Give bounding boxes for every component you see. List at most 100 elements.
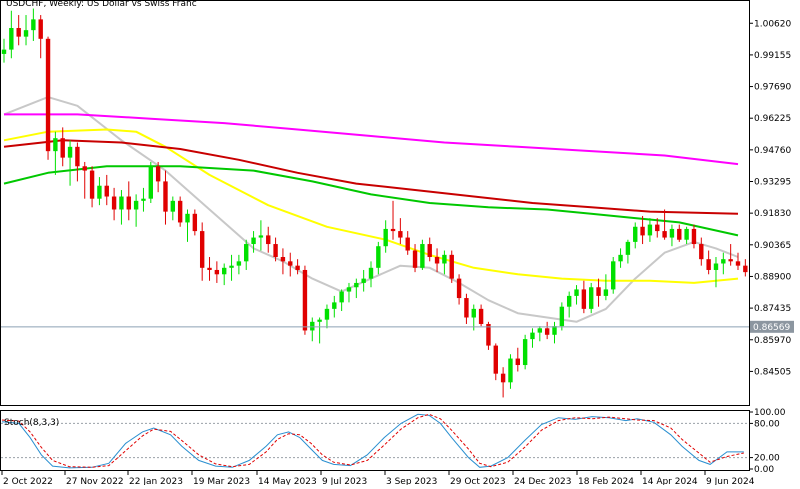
time-tick-label: 9 Jun 2024 xyxy=(706,477,755,485)
candle-body xyxy=(324,308,330,320)
candle xyxy=(199,222,205,281)
time-tick-label: 14 May 2023 xyxy=(258,477,317,485)
candle-body xyxy=(735,261,741,266)
candle xyxy=(721,252,726,275)
stochastic-tick-label: 20.00 xyxy=(754,454,780,464)
current-price-line: 0.86569 xyxy=(1,320,794,333)
candle-body xyxy=(75,146,80,167)
candle xyxy=(170,196,176,221)
stochastic-lines xyxy=(1,413,749,469)
candle-body xyxy=(339,291,344,303)
candle xyxy=(60,127,65,167)
candle xyxy=(464,293,469,324)
candle xyxy=(31,8,36,41)
candle xyxy=(471,304,476,331)
candle-body xyxy=(155,166,161,182)
candle-body xyxy=(427,244,432,258)
candle-body xyxy=(420,244,425,268)
price-tick-label: 0.88900 xyxy=(754,272,791,282)
candle-body xyxy=(691,228,697,245)
candle xyxy=(244,239,249,270)
chart-title: USDCHF, Weekly: US Dollar vs Swiss Franc xyxy=(6,0,197,9)
candle xyxy=(398,218,403,245)
candle xyxy=(148,161,153,203)
candle-body xyxy=(493,345,498,374)
candle-body xyxy=(603,289,609,296)
candle-body xyxy=(104,185,109,197)
candle xyxy=(23,15,29,46)
candle xyxy=(163,170,168,225)
time-tick-label: 19 Mar 2023 xyxy=(193,477,250,485)
candle-body xyxy=(1,49,7,54)
candle-body xyxy=(596,287,601,296)
candle xyxy=(126,181,131,221)
candle xyxy=(89,166,95,208)
candle xyxy=(346,282,352,303)
price-axis: 1.00620 0.99155 0.97690 0.96225 0.94760 0.932… xyxy=(749,19,791,377)
candle-body xyxy=(486,323,491,346)
time-tick-label: 24 Dec 2023 xyxy=(514,477,572,485)
stochastic-signal-line xyxy=(1,413,744,468)
candle-body xyxy=(148,166,153,199)
candle xyxy=(677,224,682,242)
candle xyxy=(295,259,300,275)
candle xyxy=(706,250,711,275)
price-tick-label: 1.00620 xyxy=(754,19,791,29)
candle-body xyxy=(53,138,58,152)
stochastic-main-line xyxy=(1,413,744,469)
candle-body xyxy=(412,250,418,268)
candle-body xyxy=(699,244,704,260)
candle xyxy=(324,304,330,329)
candle xyxy=(530,328,535,348)
price-tick-label: 0.93295 xyxy=(754,178,791,188)
candle-body xyxy=(552,326,557,335)
candle-body xyxy=(38,19,43,39)
candle-body xyxy=(236,261,242,266)
candle xyxy=(236,254,242,275)
candle-body xyxy=(500,373,506,383)
candle xyxy=(332,295,337,318)
candle-body xyxy=(163,181,168,212)
price-pane-border xyxy=(0,0,750,406)
candle-body xyxy=(346,287,352,292)
candle xyxy=(361,269,366,292)
candle xyxy=(288,252,293,277)
candle-body xyxy=(383,228,388,247)
candle-body xyxy=(456,278,462,299)
candle-body xyxy=(288,261,293,266)
candle-body xyxy=(222,267,227,275)
candle-body xyxy=(684,228,689,240)
candle-body xyxy=(244,244,249,262)
candle-body xyxy=(508,358,513,383)
price-tick-label: 0.84505 xyxy=(754,367,791,377)
candle-body xyxy=(266,235,271,245)
candle xyxy=(566,291,572,318)
candle-body xyxy=(655,224,660,232)
candle xyxy=(251,231,256,253)
candle xyxy=(207,257,212,281)
candle xyxy=(618,248,623,268)
price-tick-label: 0.90365 xyxy=(754,241,791,251)
candle xyxy=(266,226,271,253)
candle xyxy=(390,200,396,240)
candle-body xyxy=(398,231,403,238)
candle xyxy=(368,261,374,288)
candle-body xyxy=(82,166,87,171)
price-tick-label: 0.96225 xyxy=(754,114,791,124)
candle-body xyxy=(280,257,286,262)
time-tick-label: 14 Apr 2024 xyxy=(642,477,698,485)
price-tick-label: 0.94760 xyxy=(754,146,791,156)
candle xyxy=(611,257,616,294)
time-axis: 2 Oct 2022 27 Nov 2022 22 Jan 2023 19 Mar 2… xyxy=(1,471,755,487)
candle-body xyxy=(31,19,36,31)
candle-body xyxy=(170,200,176,212)
candle-body xyxy=(574,289,579,296)
candle xyxy=(647,218,653,242)
candle xyxy=(280,248,286,275)
candle-body xyxy=(192,213,198,232)
candle xyxy=(574,285,579,305)
candle-body xyxy=(111,196,117,210)
candle-body xyxy=(559,306,565,327)
stochastic-title: Stoch(8,3,3) xyxy=(4,418,59,428)
